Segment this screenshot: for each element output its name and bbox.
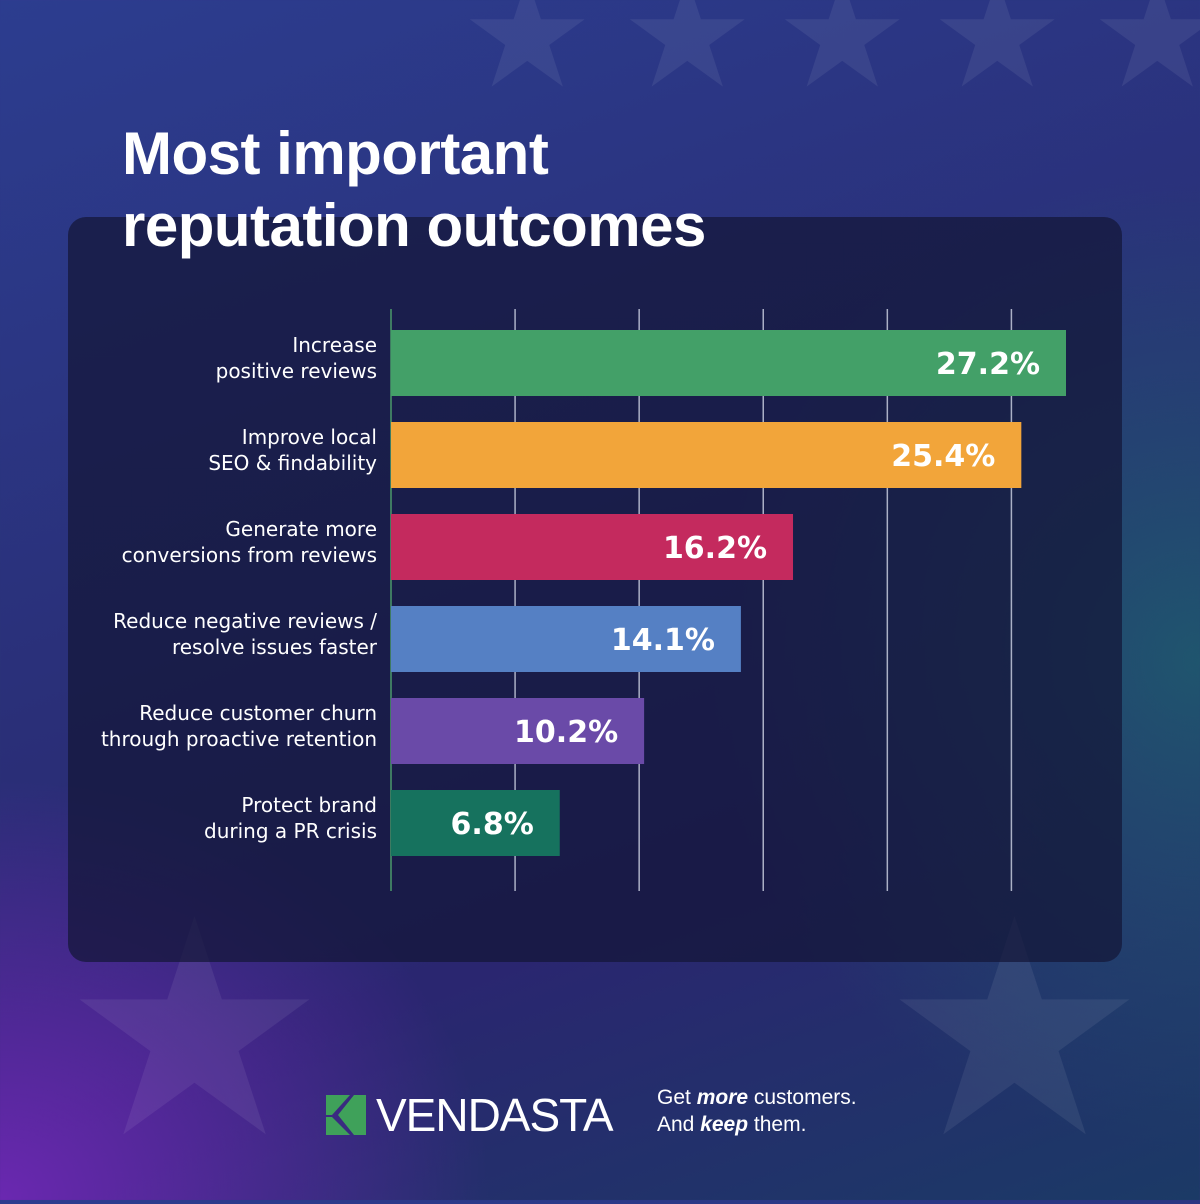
category-label: Improve local bbox=[242, 425, 377, 449]
brand-name: VENDASTA bbox=[376, 1089, 614, 1141]
category-label: Protect brand bbox=[241, 793, 377, 817]
data-label: 25.4% bbox=[891, 439, 995, 474]
category-label: Reduce customer churn bbox=[139, 701, 377, 725]
tagline: Get more customers. And keep them. bbox=[657, 1086, 857, 1136]
category-label: Generate more bbox=[225, 517, 377, 541]
category-label: resolve issues faster bbox=[172, 635, 378, 659]
data-label: 6.8% bbox=[451, 807, 534, 842]
category-label: Reduce negative reviews / bbox=[113, 609, 377, 633]
star-decoration: ★ bbox=[460, 0, 595, 122]
data-label: 27.2% bbox=[936, 347, 1040, 382]
category-label: during a PR crisis bbox=[204, 819, 377, 843]
data-label: 10.2% bbox=[514, 715, 618, 750]
category-label: SEO & findability bbox=[208, 451, 377, 475]
category-label: conversions from reviews bbox=[122, 543, 377, 567]
data-label: 14.1% bbox=[611, 623, 715, 658]
bar bbox=[391, 698, 645, 764]
bar bbox=[391, 514, 794, 580]
star-decoration: ★ bbox=[775, 0, 910, 122]
category-label: positive reviews bbox=[216, 359, 377, 383]
vendasta-logo: VENDASTA bbox=[324, 1088, 614, 1142]
page-title: Most important reputation outcomes bbox=[122, 120, 706, 259]
bar bbox=[391, 422, 1022, 488]
bar bbox=[391, 330, 1066, 396]
data-label: 16.2% bbox=[663, 531, 767, 566]
vendasta-logo-icon bbox=[326, 1095, 366, 1135]
star-decoration: ★ bbox=[1090, 0, 1200, 122]
category-label: through proactive retention bbox=[101, 727, 377, 751]
category-label: Increase bbox=[292, 333, 377, 357]
star-decoration: ★ bbox=[620, 0, 755, 122]
star-decoration: ★ bbox=[930, 0, 1065, 122]
bar bbox=[391, 606, 741, 672]
bar bbox=[391, 790, 560, 856]
